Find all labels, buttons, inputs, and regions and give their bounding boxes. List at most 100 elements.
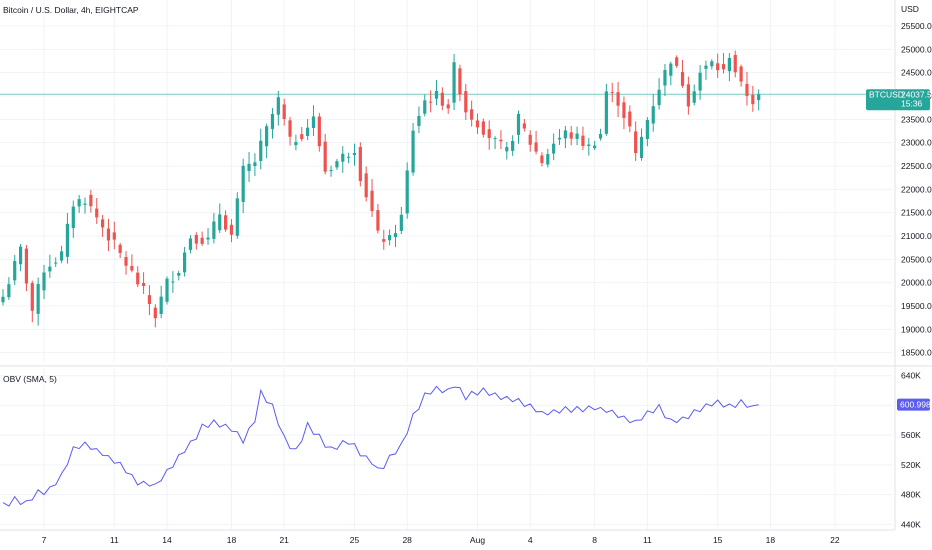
grid-layer bbox=[0, 0, 893, 530]
date-axis-tick-label: 7 bbox=[42, 535, 47, 545]
candle-body bbox=[18, 246, 23, 265]
candle-body bbox=[171, 281, 175, 283]
candle-body bbox=[235, 198, 239, 236]
candle-body bbox=[352, 153, 357, 156]
candle-body bbox=[36, 283, 40, 314]
candle-body bbox=[434, 90, 439, 99]
candle-body bbox=[745, 83, 749, 96]
candle-body bbox=[757, 94, 761, 101]
candle-body bbox=[628, 111, 632, 127]
price-axis-tick-label: 25500.00 bbox=[901, 21, 932, 31]
candle-body bbox=[710, 61, 714, 67]
candle-body bbox=[259, 140, 263, 161]
candle-body bbox=[593, 145, 597, 149]
obv-series-line bbox=[2, 385, 759, 507]
price-axis-tick-label: 20000.00 bbox=[901, 278, 932, 288]
candle-body bbox=[651, 106, 655, 124]
candle-body bbox=[669, 63, 673, 76]
candle-body bbox=[511, 140, 515, 151]
obv-tag-value: 600.998K bbox=[900, 400, 932, 410]
candle-body bbox=[552, 143, 556, 154]
candle-body bbox=[276, 97, 280, 115]
candle-body bbox=[89, 194, 93, 207]
obv-tag-background bbox=[897, 398, 930, 411]
candle-body bbox=[335, 161, 339, 168]
candle-body bbox=[71, 206, 75, 229]
candle-body bbox=[364, 173, 368, 198]
price-axis-tick-label: 23000.00 bbox=[901, 138, 932, 148]
candle-body bbox=[563, 130, 567, 139]
candle-body bbox=[546, 154, 550, 165]
candle-body bbox=[382, 239, 386, 242]
candle-body bbox=[423, 100, 427, 114]
candle-body bbox=[265, 126, 269, 147]
candle-body bbox=[1, 296, 5, 303]
candle-body bbox=[229, 224, 234, 235]
price-tag-countdown: 15:36 bbox=[901, 98, 923, 108]
candle-body bbox=[716, 63, 720, 71]
candle-body bbox=[493, 138, 497, 140]
candle-body bbox=[130, 265, 134, 271]
obv-axis-tick-label: 640K bbox=[901, 371, 921, 381]
candle-body bbox=[639, 136, 644, 158]
candle-body bbox=[24, 248, 29, 284]
price-axis-tick-label: 24500.00 bbox=[901, 68, 932, 78]
candle-body bbox=[141, 283, 146, 287]
candle-body bbox=[206, 237, 210, 240]
candle-body bbox=[153, 307, 157, 319]
candle-body bbox=[194, 234, 198, 244]
candle-body bbox=[598, 133, 603, 139]
candle-body bbox=[686, 84, 690, 107]
candle-body bbox=[329, 170, 333, 172]
candle-body bbox=[721, 64, 726, 70]
obv-axis-tick-label: 480K bbox=[901, 490, 921, 500]
candle-body bbox=[270, 114, 275, 129]
candle-body bbox=[42, 272, 46, 291]
candle-body bbox=[475, 120, 480, 128]
candle-body bbox=[516, 113, 521, 135]
candle-body bbox=[470, 109, 474, 120]
candle-body bbox=[311, 116, 316, 128]
candle-body bbox=[733, 54, 737, 73]
candle-body bbox=[499, 139, 503, 142]
candle-body bbox=[347, 156, 351, 158]
candle-body bbox=[487, 129, 491, 139]
candle-body bbox=[224, 215, 228, 230]
date-axis-tick-label: 8 bbox=[592, 535, 597, 545]
date-axis-tick-label: 18 bbox=[766, 535, 776, 545]
candle-body bbox=[247, 163, 251, 172]
price-tag-background bbox=[866, 89, 930, 111]
candle-body bbox=[341, 153, 345, 162]
candle-body bbox=[294, 142, 298, 146]
price-tag-price: 24037.50 bbox=[901, 89, 932, 99]
candle-body bbox=[610, 91, 614, 93]
candle-body bbox=[159, 296, 163, 314]
candle-body bbox=[458, 68, 462, 95]
candle-body bbox=[218, 214, 222, 231]
date-axis-tick-label: 22 bbox=[830, 535, 840, 545]
candle-body bbox=[288, 120, 292, 137]
price-axis-tick-label: 22000.00 bbox=[901, 184, 932, 194]
currency-label: USD bbox=[901, 4, 919, 14]
candle-body bbox=[446, 104, 450, 109]
candle-body bbox=[464, 91, 468, 113]
candle-body bbox=[663, 69, 667, 86]
obv-layer bbox=[2, 385, 759, 507]
candle-body bbox=[581, 135, 585, 147]
price-axis-tick-label: 23500.00 bbox=[901, 114, 932, 124]
candle-body bbox=[634, 131, 638, 154]
candle-body bbox=[48, 266, 52, 272]
candle-body bbox=[13, 260, 17, 281]
candle-body bbox=[528, 134, 532, 145]
candle-body bbox=[54, 262, 58, 264]
date-axis-tick-label: 25 bbox=[350, 535, 360, 545]
candle-body bbox=[317, 116, 321, 147]
candle-body bbox=[30, 283, 34, 311]
date-axis-tick-label: 21 bbox=[279, 535, 289, 545]
candle-body bbox=[522, 123, 526, 129]
candle-body bbox=[182, 252, 187, 273]
price-tag-symbol: BTCUSD bbox=[869, 89, 904, 99]
